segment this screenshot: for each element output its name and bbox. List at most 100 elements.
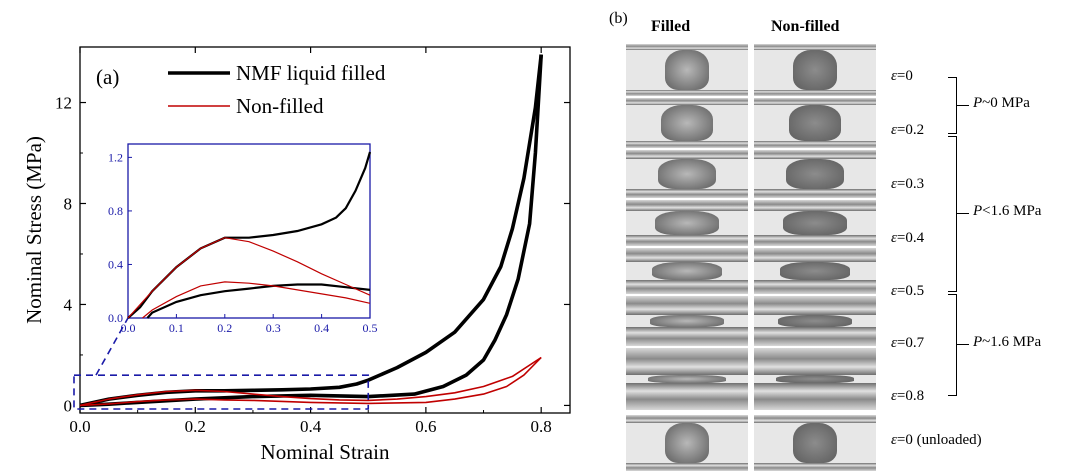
pressure-symbol: P	[973, 94, 983, 111]
photo-filled-row-6	[626, 348, 748, 410]
inset-y-tick-label: 0.0	[108, 311, 123, 325]
compression-plate-top	[626, 348, 748, 375]
compression-plate-top	[626, 150, 748, 159]
strain-equals: =	[896, 335, 906, 351]
specimen	[789, 105, 841, 141]
strain-value: 0 (unloaded)	[905, 432, 982, 448]
inset-x-tick-label: 0.2	[217, 321, 232, 335]
strain-symbol: ε	[891, 176, 897, 192]
compression-plate-top	[754, 98, 876, 105]
compression-plate-top	[754, 150, 876, 159]
pressure-bracket-tick	[957, 104, 969, 106]
compression-plate-bottom	[754, 463, 876, 471]
specimen	[658, 159, 716, 189]
strain-label: ε=0	[891, 68, 913, 85]
strain-value: 0.3	[905, 176, 925, 192]
photo-nonfilled-row-5	[754, 296, 876, 346]
panel-a-chart: 0.0 0.2 0.4 0.6 0.8 0 4 8 12 Nominal Strain Nomina…	[22, 46, 571, 464]
compression-plate-top	[754, 348, 876, 375]
pressure-label: P<1.6 MPa	[973, 203, 1041, 220]
specimen	[793, 50, 837, 90]
panel-a-label: (a)	[96, 65, 119, 89]
strain-label: ε=0.2	[891, 122, 924, 139]
compression-plate-bottom	[626, 327, 748, 346]
compression-plate-bottom	[754, 235, 876, 246]
strain-value: 0.7	[905, 335, 925, 351]
y-tick-label: 12	[55, 94, 72, 113]
strain-symbol: ε	[891, 68, 897, 84]
specimen	[650, 315, 724, 327]
specimen	[665, 423, 709, 463]
pressure-bracket	[948, 294, 957, 396]
specimen	[665, 50, 709, 90]
compression-plate-top	[626, 44, 748, 50]
strain-equals: =	[896, 176, 906, 192]
compression-plate-top	[754, 296, 876, 315]
series-nonfilled-loading	[79, 356, 542, 407]
specimen	[648, 375, 726, 383]
compression-plate-bottom	[626, 463, 748, 471]
photo-nonfilled-row-3	[754, 200, 876, 246]
photo-nonfilled-row-2	[754, 150, 876, 198]
inset-y-tick-label: 1.2	[108, 150, 123, 164]
compression-plate-bottom	[626, 235, 748, 246]
compression-plate-bottom	[754, 141, 876, 148]
legend: NMF liquid filled Non-filled	[168, 61, 386, 118]
pressure-value: <1.6 MPa	[982, 203, 1042, 219]
series-nonfilled-unloading	[79, 356, 542, 407]
compression-plate-top	[626, 248, 748, 262]
compression-plate-bottom	[754, 189, 876, 198]
main-plot-frame	[79, 46, 571, 414]
legend-label: NMF liquid filled	[236, 61, 386, 85]
inset-series-nonfilled-loading	[127, 237, 371, 319]
compression-plate-top	[626, 415, 748, 423]
specimen	[786, 159, 844, 189]
photo-nonfilled-row-4	[754, 248, 876, 294]
inset-y-tick-label: 0.4	[108, 257, 123, 271]
compression-plate-top	[754, 415, 876, 423]
x-axis-label: Nominal Strain	[261, 440, 390, 464]
strain-equals: =	[896, 432, 906, 448]
strain-value: 0.5	[905, 283, 925, 299]
compression-plate-bottom	[626, 90, 748, 96]
strain-label: ε=0.7	[891, 335, 924, 352]
pressure-value: ~1.6 MPa	[982, 334, 1042, 350]
photo-nonfilled-row-1	[754, 98, 876, 148]
inset-x-tick-label: 0.4	[314, 321, 329, 335]
legend-label: Non-filled	[236, 94, 324, 118]
pressure-bracket	[948, 136, 957, 292]
x-tick-label: 0.4	[300, 417, 322, 436]
photo-nonfilled-row-6	[754, 348, 876, 410]
compression-plate-bottom	[626, 189, 748, 198]
y-axis-label: Nominal Stress (MPa)	[22, 136, 46, 324]
pressure-label: P~0 MPa	[973, 95, 1030, 112]
main-plot: 0.0 0.2 0.4 0.6 0.8 0 4 8 12 Nominal Strain Nomina…	[22, 46, 571, 464]
photo-filled-row-0	[626, 44, 748, 96]
compression-plate-bottom	[754, 280, 876, 294]
inset-x-tick-label: 0.1	[169, 321, 184, 335]
inset-series-filled-unloading	[146, 283, 371, 319]
compression-plate-bottom	[626, 383, 748, 410]
photo-filled-row-3	[626, 200, 748, 246]
pressure-label: P~1.6 MPa	[973, 334, 1041, 351]
compression-plate-top	[754, 248, 876, 262]
strain-equals: =	[896, 230, 906, 246]
photo-filled-row-1	[626, 98, 748, 148]
strain-label: ε=0.8	[891, 388, 924, 405]
specimen	[778, 315, 852, 327]
column-header-nonfilled: Non-filled	[771, 18, 840, 35]
x-tick-label: 0.8	[531, 417, 552, 436]
strain-symbol: ε	[891, 283, 897, 299]
x-tick-label: 0.0	[69, 417, 90, 436]
strain-equals: =	[896, 283, 906, 299]
specimen	[780, 262, 850, 280]
inset-x-tick-label: 0.0	[121, 321, 136, 335]
strain-equals: =	[896, 388, 906, 404]
photo-filled-row-2	[626, 150, 748, 198]
y-tick-label: 8	[64, 194, 73, 213]
x-tick-label: 0.6	[415, 417, 436, 436]
pressure-symbol: P	[973, 334, 983, 350]
inset-plot: 0.0 0.1 0.2 0.3 0.4 0.5 0.0 0.4 0.8 1.2	[108, 143, 378, 335]
inset-x-tick-label: 0.5	[363, 321, 378, 335]
pressure-symbol: P	[973, 203, 983, 219]
